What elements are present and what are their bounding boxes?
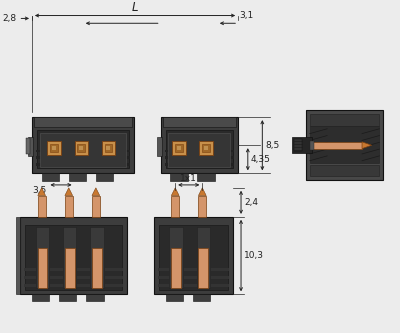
Bar bbox=[166, 294, 183, 301]
Bar bbox=[310, 126, 380, 163]
Bar bbox=[106, 146, 110, 150]
Bar bbox=[104, 144, 112, 152]
Polygon shape bbox=[92, 188, 100, 195]
Bar bbox=[16, 217, 20, 294]
Text: 2,8: 2,8 bbox=[2, 14, 16, 23]
Bar bbox=[193, 294, 210, 301]
Polygon shape bbox=[38, 188, 46, 195]
Bar bbox=[26, 139, 30, 154]
Bar bbox=[65, 248, 74, 288]
Bar bbox=[204, 146, 208, 150]
Bar bbox=[34, 117, 132, 127]
Bar bbox=[74, 141, 88, 155]
Bar bbox=[20, 217, 127, 294]
Bar bbox=[65, 195, 73, 217]
Text: 3,5: 3,5 bbox=[32, 186, 47, 195]
Bar bbox=[25, 224, 122, 290]
Bar bbox=[168, 133, 230, 167]
Bar bbox=[161, 117, 238, 173]
Text: 8,5: 8,5 bbox=[265, 141, 280, 150]
Bar bbox=[158, 276, 230, 279]
Bar bbox=[164, 150, 234, 152]
Polygon shape bbox=[65, 188, 73, 195]
Bar bbox=[96, 173, 113, 181]
Bar bbox=[36, 150, 130, 152]
Bar bbox=[78, 144, 85, 152]
Bar bbox=[198, 173, 215, 181]
Bar bbox=[294, 140, 302, 151]
Bar bbox=[170, 226, 183, 288]
Bar bbox=[79, 146, 83, 150]
Bar bbox=[37, 130, 129, 168]
Bar bbox=[154, 217, 233, 294]
Bar bbox=[92, 248, 102, 288]
Bar bbox=[28, 137, 33, 156]
Bar bbox=[90, 226, 104, 288]
Bar bbox=[170, 173, 188, 181]
Bar bbox=[198, 195, 206, 217]
Bar bbox=[24, 284, 123, 286]
Bar bbox=[48, 141, 61, 155]
Text: 2,4: 2,4 bbox=[244, 198, 258, 207]
Bar bbox=[102, 141, 115, 155]
Bar bbox=[177, 146, 181, 150]
Bar bbox=[157, 137, 162, 156]
Bar bbox=[69, 173, 86, 181]
Text: 10,3: 10,3 bbox=[244, 251, 264, 260]
Bar bbox=[32, 294, 49, 301]
Bar bbox=[36, 226, 49, 288]
Bar bbox=[164, 163, 234, 166]
Bar bbox=[306, 110, 383, 180]
Bar bbox=[36, 163, 130, 166]
Bar bbox=[50, 144, 58, 152]
Bar bbox=[171, 248, 181, 288]
Bar bbox=[196, 226, 210, 288]
Bar bbox=[202, 144, 210, 152]
Bar bbox=[92, 195, 100, 217]
Bar bbox=[158, 284, 230, 286]
Bar bbox=[42, 173, 59, 181]
Text: 1x1: 1x1 bbox=[180, 174, 197, 183]
Polygon shape bbox=[171, 188, 179, 195]
Polygon shape bbox=[362, 142, 372, 149]
Bar bbox=[175, 144, 183, 152]
Bar bbox=[63, 226, 76, 288]
Text: 3,1: 3,1 bbox=[239, 11, 253, 20]
Bar bbox=[52, 146, 56, 150]
Bar bbox=[164, 157, 234, 159]
Bar bbox=[38, 195, 46, 217]
Bar bbox=[200, 141, 213, 155]
Text: L: L bbox=[132, 1, 138, 14]
Polygon shape bbox=[312, 142, 362, 149]
Bar bbox=[198, 248, 208, 288]
Bar bbox=[310, 165, 380, 176]
Bar bbox=[166, 130, 233, 168]
Bar bbox=[310, 141, 314, 150]
Polygon shape bbox=[198, 188, 206, 195]
Bar bbox=[40, 133, 126, 167]
Bar bbox=[171, 195, 179, 217]
Text: 4,35: 4,35 bbox=[251, 155, 270, 164]
Bar bbox=[158, 268, 230, 271]
Bar bbox=[24, 276, 123, 279]
Bar bbox=[163, 117, 236, 127]
Bar bbox=[292, 138, 312, 153]
Bar bbox=[59, 294, 76, 301]
Bar bbox=[159, 224, 228, 290]
Bar bbox=[310, 114, 380, 126]
Bar bbox=[172, 141, 186, 155]
Bar bbox=[38, 248, 48, 288]
Bar bbox=[86, 294, 104, 301]
Bar bbox=[32, 117, 134, 173]
Bar bbox=[24, 268, 123, 271]
Bar bbox=[36, 157, 130, 159]
